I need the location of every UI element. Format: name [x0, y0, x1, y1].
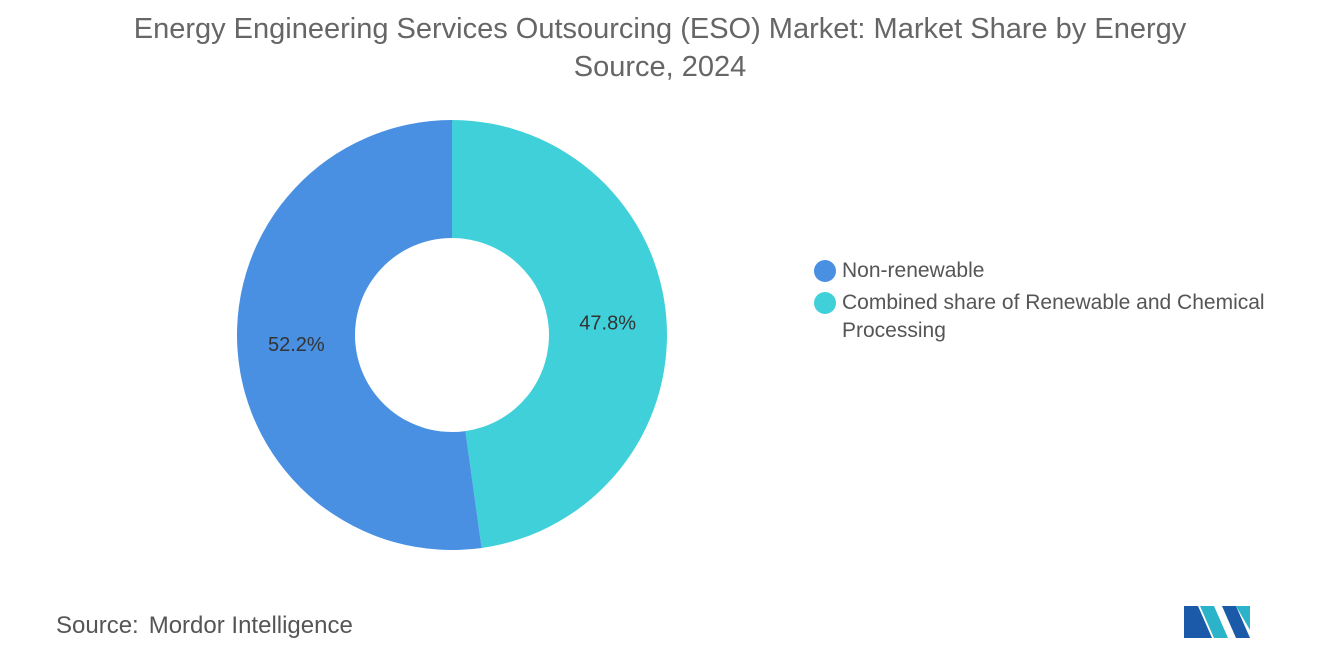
- legend-swatch: [814, 260, 836, 282]
- chart-title: Energy Engineering Services Outsourcing …: [133, 13, 1187, 83]
- source-text: Mordor Intelligence: [148, 612, 353, 639]
- legend-label: Non-renewable: [842, 259, 985, 282]
- legend-item: Combined share of Renewable and Chemical…: [814, 289, 1314, 345]
- donut-slice: [236, 120, 482, 550]
- logo: [1184, 606, 1250, 638]
- source: Source: Mordor Intelligence: [56, 612, 353, 640]
- donut-slice: [452, 120, 667, 548]
- legend-label: Combined share of Renewable and Chemical…: [842, 291, 1265, 342]
- data-label: 52.2%: [268, 334, 325, 356]
- legend-item: Non-renewable: [814, 257, 1314, 285]
- data-label: 47.8%: [579, 313, 636, 335]
- source-label: Source:: [56, 612, 139, 639]
- legend: Non-renewable Combined share of Renewable…: [814, 257, 1314, 349]
- legend-swatch: [814, 292, 836, 314]
